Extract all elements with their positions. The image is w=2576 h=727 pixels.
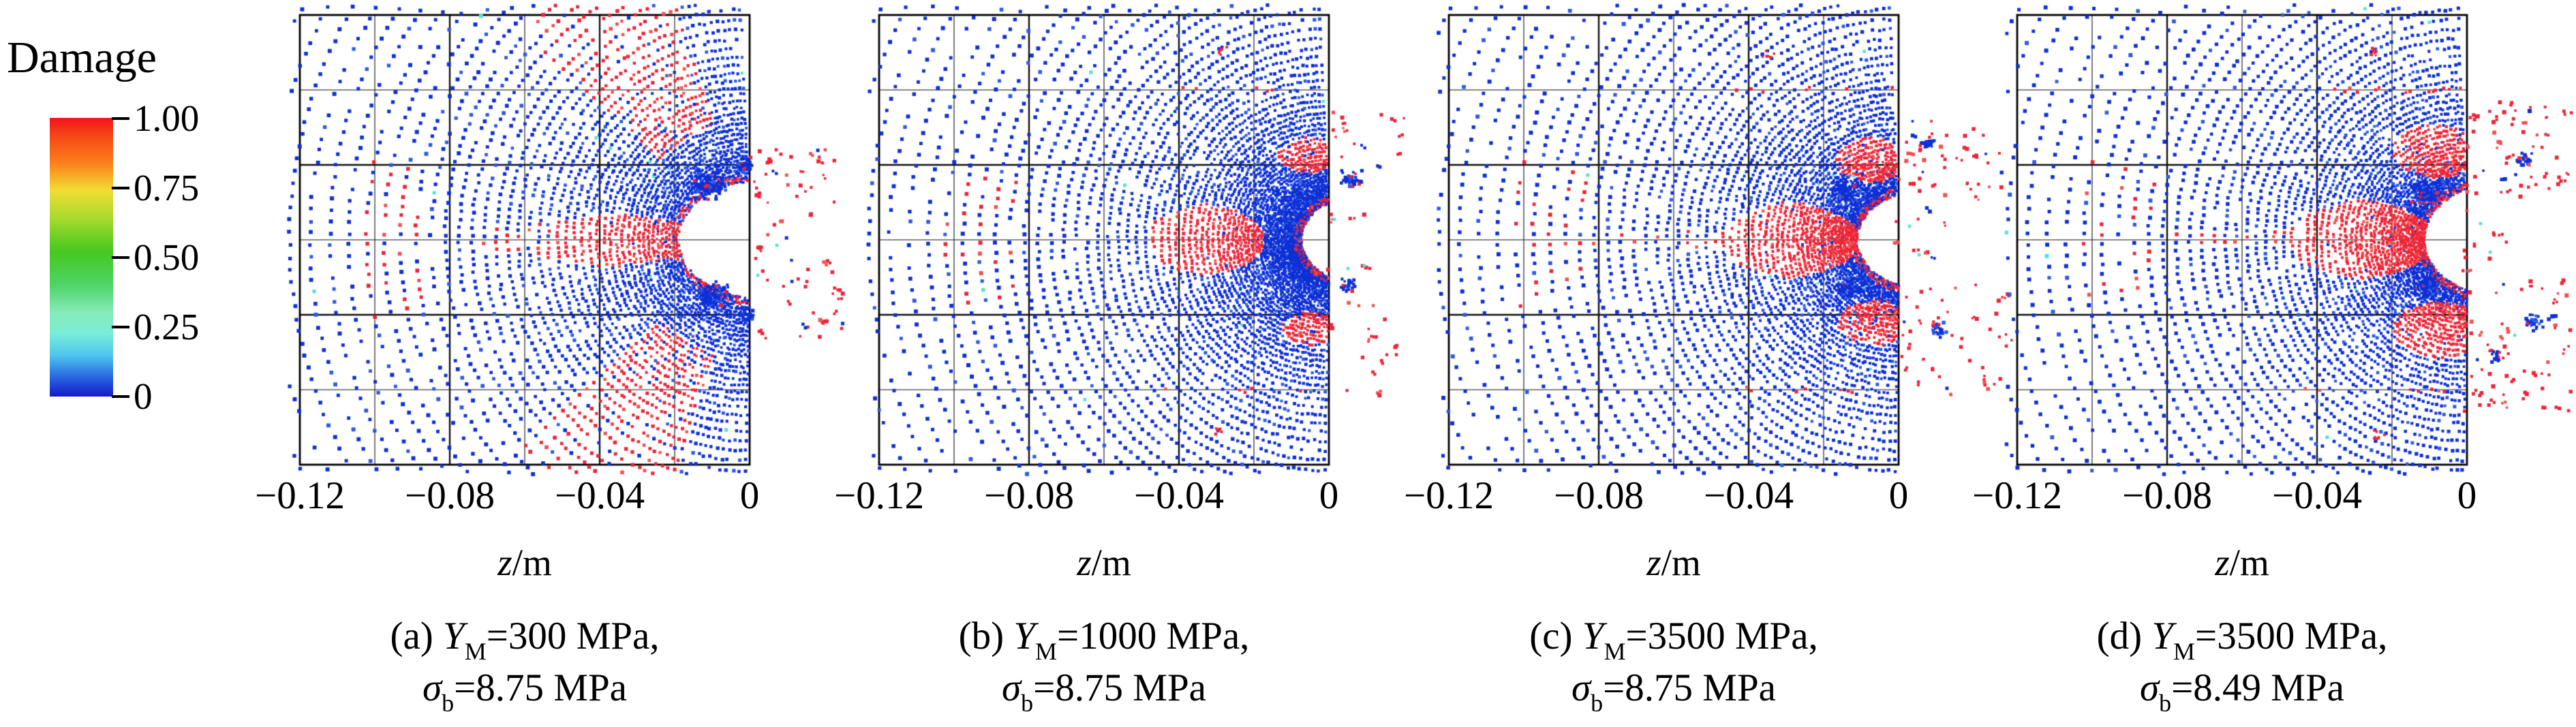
colorbar-gradient-bar [50, 118, 113, 397]
colorbar-title: Damage [7, 33, 157, 82]
colorbar-tick-mark [112, 395, 129, 398]
x-tick-label: −0.04 [1704, 474, 1794, 517]
x-axis-label: z/m [1077, 542, 1131, 583]
x-tick-label: −0.12 [1972, 474, 2062, 517]
x-tick-label: −0.08 [405, 474, 495, 517]
x-axis-label: z/m [1646, 542, 1701, 583]
panel-c: −0.12 −0.08 −0.04 0 z/m (c) YM=3500 MPa,… [1404, 0, 2035, 727]
panel-a: −0.12 −0.08 −0.04 0 z/m (a) YM=300 MPa, … [255, 0, 886, 727]
x-tick-label: −0.04 [555, 474, 645, 517]
x-axis-label: z/m [497, 542, 552, 583]
x-tick-label: 0 [739, 474, 760, 517]
colorbar-tick-mark [112, 256, 129, 259]
x-tick-label: 0 [1888, 474, 1909, 517]
panel-caption: (a) YM=300 MPa, σb=8.75 MPa [390, 615, 660, 717]
panel-caption: (d) YM=3500 MPa, σb=8.49 MPa [2096, 615, 2388, 717]
x-tick-label: −0.08 [2122, 474, 2212, 517]
x-tick-label: −0.08 [1554, 474, 1644, 517]
x-tick-label: −0.12 [255, 474, 345, 517]
x-tick-label: 0 [1319, 474, 1339, 517]
x-tick-label: −0.12 [1404, 474, 1494, 517]
panel-caption: (b) YM=1000 MPa, σb=8.75 MPa [958, 615, 1250, 717]
colorbar-tick-mark [112, 326, 129, 328]
damage-scatter-canvas-c [1435, 0, 2035, 477]
x-tick-label: 0 [2457, 474, 2477, 517]
damage-colorbar: Damage 1.00 0.75 0.50 0.25 0 [7, 33, 200, 417]
colorbar-tick-mark [112, 187, 129, 189]
panel-caption: (c) YM=3500 MPa, σb=8.75 MPa [1529, 615, 1818, 717]
colorbar-tick-mark [112, 117, 129, 120]
damage-scatter-canvas-d [2004, 0, 2576, 477]
x-axis-label: z/m [2215, 542, 2269, 583]
x-tick-label: −0.12 [834, 474, 924, 517]
x-tick-label: −0.04 [2272, 474, 2362, 517]
x-tick-label: −0.04 [1134, 474, 1224, 517]
x-tick-label: −0.08 [984, 474, 1074, 517]
panel-b: −0.12 −0.08 −0.04 0 z/m (b) YM=1000 MPa,… [834, 0, 1465, 727]
damage-scatter-canvas-a [286, 0, 886, 477]
panel-d: −0.12 −0.08 −0.04 0 z/m (d) YM=3500 MPa,… [1972, 0, 2576, 727]
damage-scatter-canvas-b [865, 0, 1465, 477]
